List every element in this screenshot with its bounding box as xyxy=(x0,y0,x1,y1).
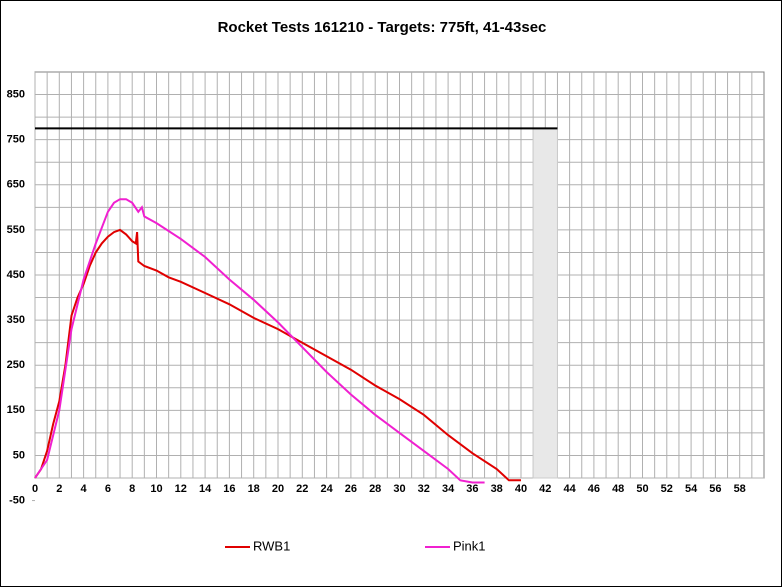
x-tick-label: 14 xyxy=(199,483,212,495)
legend-label: RWB1 xyxy=(253,538,290,553)
y-tick-label: 350 xyxy=(7,314,25,326)
x-tick-label: 30 xyxy=(393,483,405,495)
x-tick-label: 22 xyxy=(296,483,308,495)
legend-label: Pink1 xyxy=(453,538,486,553)
x-tick-label: 18 xyxy=(248,483,260,495)
x-tick-label: 38 xyxy=(491,483,503,495)
chart-title: Rocket Tests 161210 - Targets: 775ft, 41… xyxy=(218,19,547,36)
series-line xyxy=(34,228,521,482)
y-tick-label: 650 xyxy=(7,179,25,191)
x-tick-label: 10 xyxy=(150,483,162,495)
y-tick-label: -50 xyxy=(9,494,25,506)
target-band xyxy=(532,127,558,479)
x-tick-label: 40 xyxy=(515,483,527,495)
x-tick-label: 24 xyxy=(320,483,333,495)
y-tick-label: 50 xyxy=(13,449,25,461)
x-tick-label: 42 xyxy=(539,483,551,495)
y-tick-label: 150 xyxy=(7,404,25,416)
x-tick-label: 50 xyxy=(636,483,648,495)
x-tick-label: 12 xyxy=(175,483,187,495)
x-tick-label: 8 xyxy=(129,483,135,495)
x-tick-label: 16 xyxy=(223,483,235,495)
x-tick-label: 44 xyxy=(563,483,576,495)
x-tick-label: 46 xyxy=(588,483,600,495)
x-tick-label: 4 xyxy=(81,483,88,495)
series-line xyxy=(34,198,485,484)
x-tick-label: 2 xyxy=(56,483,62,495)
x-tick-label: 54 xyxy=(685,483,698,495)
x-tick-label: 56 xyxy=(709,483,721,495)
y-tick-label: 850 xyxy=(7,88,25,100)
y-tick-label: 250 xyxy=(7,359,25,371)
x-tick-label: 0 xyxy=(32,483,38,495)
y-tick-label: 450 xyxy=(7,269,25,281)
y-tick-label: 550 xyxy=(7,224,25,236)
x-tick-label: 20 xyxy=(272,483,284,495)
x-tick-label: 58 xyxy=(734,483,746,495)
y-tick-label: 750 xyxy=(7,134,25,146)
x-tick-label: 34 xyxy=(442,483,455,495)
x-tick-label: 6 xyxy=(105,483,111,495)
x-tick-label: 52 xyxy=(661,483,673,495)
x-tick-label: 48 xyxy=(612,483,624,495)
x-tick-label: 36 xyxy=(466,483,478,495)
x-tick-label: 32 xyxy=(418,483,430,495)
x-tick-label: 26 xyxy=(345,483,357,495)
x-tick-label: 28 xyxy=(369,483,381,495)
